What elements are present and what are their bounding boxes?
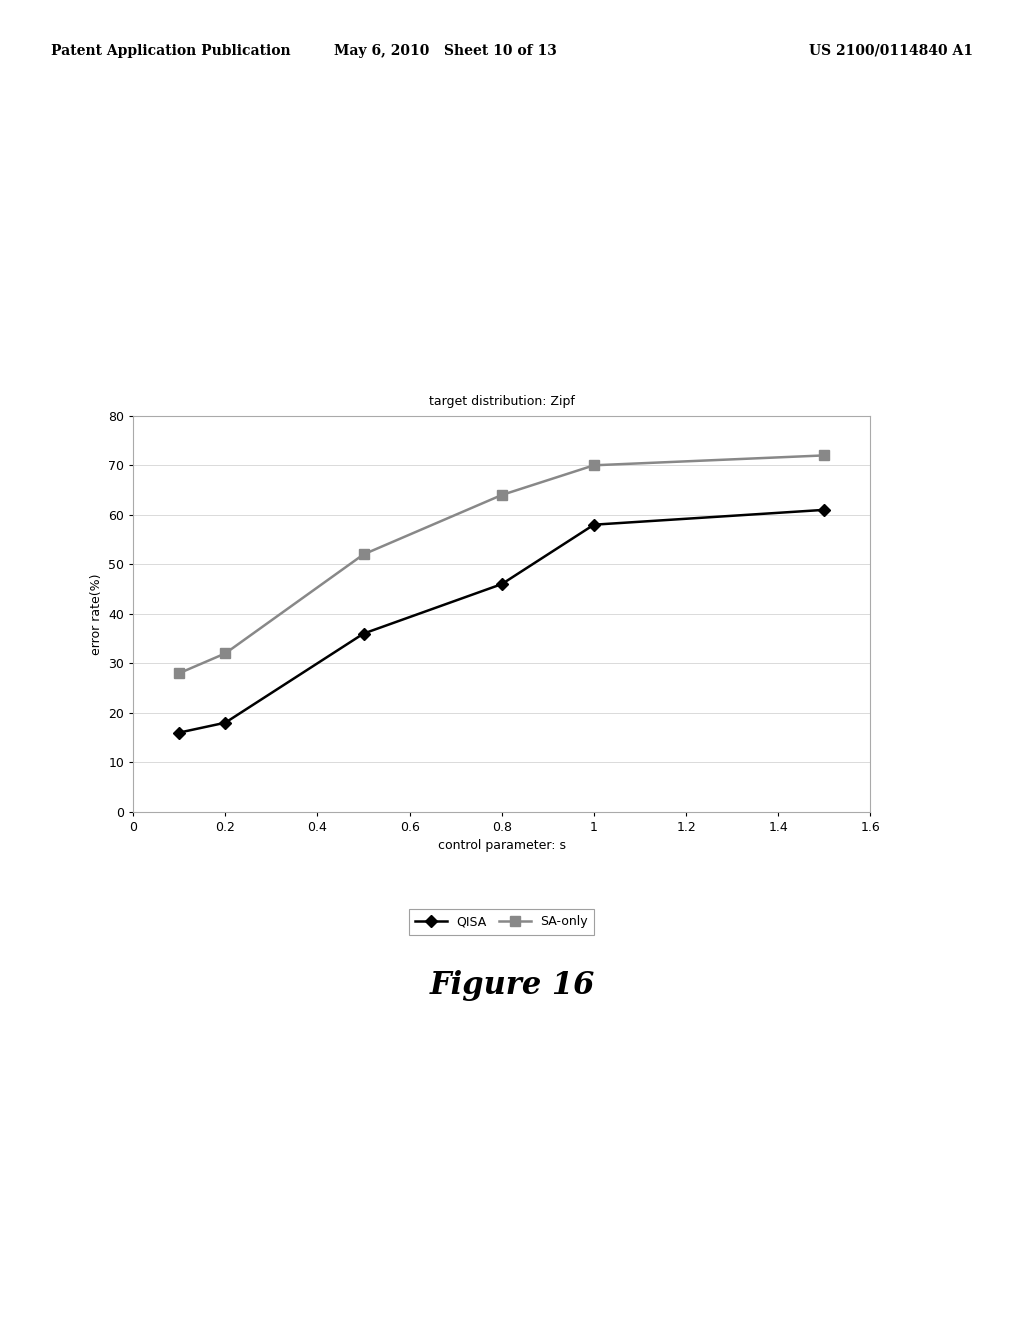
QISA (818, 502, 830, 517)
Text: Patent Application Publication: Patent Application Publication (51, 44, 291, 58)
QISA (173, 725, 185, 741)
Line: QISA: QISA (175, 506, 828, 737)
Text: US 2100/0114840 A1: US 2100/0114840 A1 (809, 44, 973, 58)
QISA (496, 576, 508, 591)
SA-only (357, 546, 370, 562)
QISA (588, 516, 600, 532)
SA-only (173, 665, 185, 681)
Line: SA-only: SA-only (174, 450, 829, 678)
SA-only (219, 645, 231, 661)
Legend: QISA, SA-only: QISA, SA-only (409, 909, 595, 935)
Text: May 6, 2010   Sheet 10 of 13: May 6, 2010 Sheet 10 of 13 (334, 44, 557, 58)
Text: Figure 16: Figure 16 (429, 970, 595, 1001)
Title: target distribution: Zipf: target distribution: Zipf (429, 395, 574, 408)
Y-axis label: error rate(%): error rate(%) (89, 573, 102, 655)
X-axis label: control parameter: s: control parameter: s (438, 840, 565, 853)
SA-only (818, 447, 830, 463)
QISA (357, 626, 370, 642)
QISA (219, 715, 231, 731)
SA-only (496, 487, 508, 503)
SA-only (588, 457, 600, 473)
